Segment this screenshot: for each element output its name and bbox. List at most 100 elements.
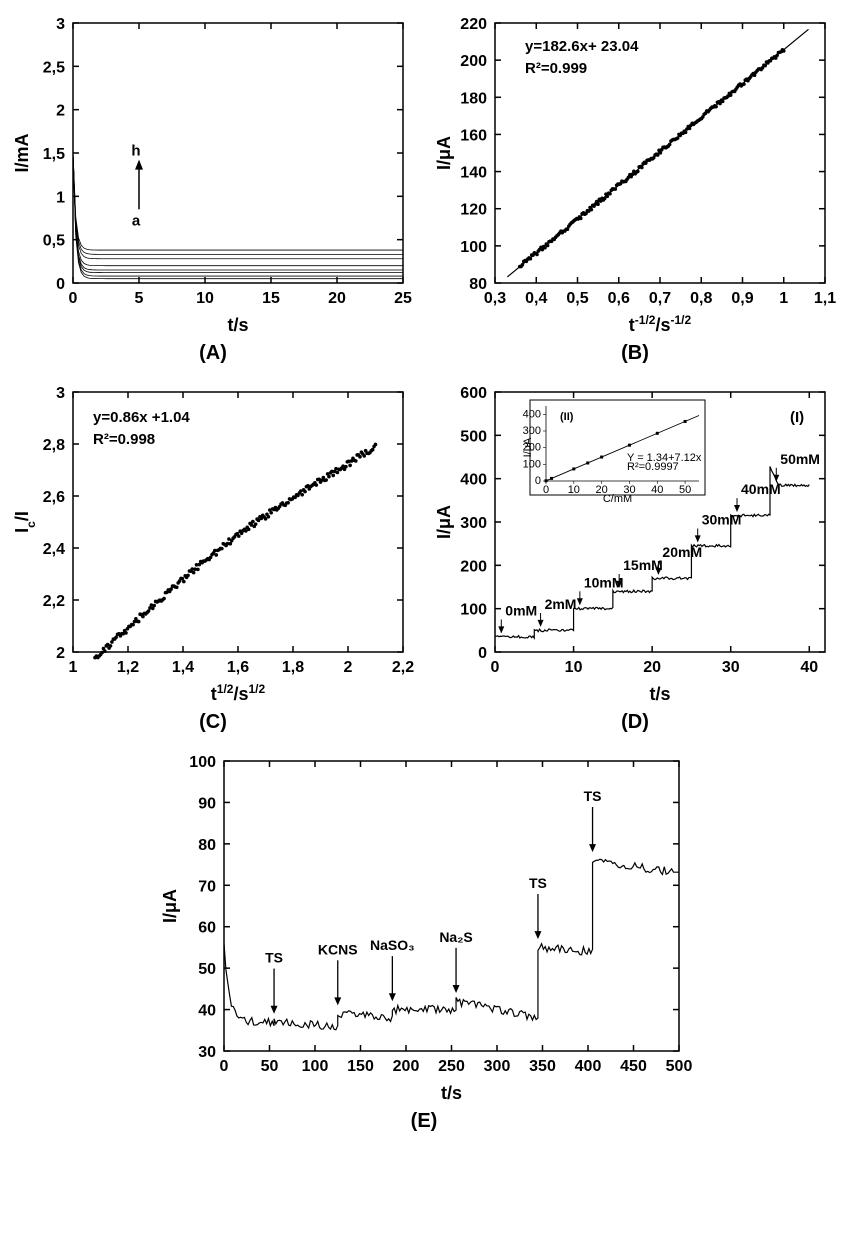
svg-text:2,8: 2,8	[43, 437, 65, 454]
figure-grid: 051015202500,511,522,53t/sI/mAha (A) 0,3…	[0, 0, 846, 1141]
svg-text:2: 2	[56, 103, 65, 120]
svg-text:0: 0	[220, 1058, 229, 1075]
svg-text:I/μA: I/μA	[522, 437, 534, 457]
svg-text:40: 40	[800, 659, 818, 676]
panel-b-label: (B)	[430, 342, 840, 365]
svg-text:5: 5	[135, 290, 144, 307]
svg-text:140: 140	[460, 165, 487, 182]
svg-text:I/μA: I/μA	[434, 505, 454, 539]
svg-text:2,2: 2,2	[392, 659, 414, 676]
svg-text:100: 100	[460, 239, 487, 256]
svg-text:0: 0	[535, 475, 541, 487]
svg-text:(II): (II)	[560, 411, 574, 423]
svg-text:30: 30	[198, 1044, 216, 1061]
svg-text:C/mM: C/mM	[603, 493, 632, 505]
svg-text:2: 2	[56, 645, 65, 662]
svg-text:20: 20	[328, 290, 346, 307]
svg-text:TS: TS	[584, 788, 602, 804]
svg-text:1,8: 1,8	[282, 659, 304, 676]
svg-text:400: 400	[523, 408, 541, 420]
svg-text:0,5: 0,5	[43, 233, 65, 250]
svg-text:R²=0.998: R²=0.998	[93, 431, 155, 448]
panel-d-label: (D)	[430, 711, 840, 734]
svg-text:220: 220	[460, 16, 487, 33]
svg-text:2mM: 2mM	[545, 596, 577, 612]
svg-text:120: 120	[460, 202, 487, 219]
svg-text:0,9: 0,9	[731, 290, 753, 307]
svg-text:I/μA: I/μA	[434, 136, 454, 170]
svg-text:a: a	[132, 212, 141, 229]
svg-text:1,1: 1,1	[814, 290, 836, 307]
svg-text:50mM: 50mM	[780, 451, 820, 467]
svg-text:1,2: 1,2	[117, 659, 139, 676]
svg-text:50: 50	[198, 961, 216, 978]
svg-text:100: 100	[189, 754, 216, 771]
svg-text:100: 100	[523, 458, 541, 470]
svg-text:0,5: 0,5	[566, 290, 588, 307]
svg-text:300: 300	[523, 425, 541, 437]
svg-text:0,4: 0,4	[525, 290, 547, 307]
svg-text:70: 70	[198, 878, 216, 895]
panel-e-label: (E)	[154, 1110, 694, 1133]
svg-text:R²=0.999: R²=0.999	[525, 60, 587, 77]
svg-text:0: 0	[491, 659, 500, 676]
svg-text:80: 80	[469, 276, 487, 293]
svg-text:0,3: 0,3	[484, 290, 506, 307]
svg-text:150: 150	[347, 1058, 374, 1075]
svg-text:Ic/I: Ic/I	[12, 511, 38, 533]
svg-text:50: 50	[261, 1058, 279, 1075]
svg-text:t/s: t/s	[227, 315, 248, 335]
svg-text:TS: TS	[529, 875, 547, 891]
svg-text:(I): (I)	[790, 409, 804, 426]
svg-text:500: 500	[666, 1058, 693, 1075]
svg-text:40: 40	[198, 1003, 216, 1020]
svg-text:200: 200	[393, 1058, 420, 1075]
svg-text:300: 300	[460, 515, 487, 532]
svg-text:20mM: 20mM	[662, 544, 702, 560]
svg-text:25: 25	[394, 290, 412, 307]
panel-c: 11,21,41,61,822,222,22,42,62,83t1/2/s1/2…	[8, 377, 418, 734]
svg-text:0: 0	[56, 276, 65, 293]
svg-text:2,5: 2,5	[43, 59, 65, 76]
svg-text:250: 250	[438, 1058, 465, 1075]
svg-text:1: 1	[56, 189, 65, 206]
svg-text:0mM: 0mM	[505, 603, 537, 619]
svg-text:500: 500	[460, 428, 487, 445]
chart-b-svg: 0,30,40,50,60,70,80,911,1801001201401601…	[430, 8, 840, 338]
svg-text:2,2: 2,2	[43, 593, 65, 610]
svg-text:y=0.86x +1.04: y=0.86x +1.04	[93, 409, 190, 426]
svg-text:1: 1	[779, 290, 788, 307]
panel-d: 0102030400100200300400500600t/sI/μA0mM2m…	[430, 377, 840, 734]
svg-text:0: 0	[543, 484, 549, 496]
svg-text:Na₂S: Na₂S	[439, 929, 472, 945]
svg-text:0,7: 0,7	[649, 290, 671, 307]
svg-text:0,8: 0,8	[690, 290, 712, 307]
svg-text:1,5: 1,5	[43, 146, 65, 163]
chart-d-svg: 0102030400100200300400500600t/sI/μA0mM2m…	[430, 377, 840, 707]
svg-text:t1/2/s1/2: t1/2/s1/2	[211, 682, 266, 704]
svg-text:450: 450	[620, 1058, 647, 1075]
svg-text:0,6: 0,6	[608, 290, 630, 307]
svg-text:300: 300	[484, 1058, 511, 1075]
svg-text:80: 80	[198, 837, 216, 854]
svg-text:100: 100	[460, 602, 487, 619]
panel-a-label: (A)	[8, 342, 418, 365]
panel-c-label: (C)	[8, 711, 418, 734]
svg-text:10: 10	[565, 659, 583, 676]
chart-a-svg: 051015202500,511,522,53t/sI/mAha	[8, 8, 418, 338]
svg-text:10: 10	[568, 484, 580, 496]
svg-text:10: 10	[196, 290, 214, 307]
svg-text:400: 400	[575, 1058, 602, 1075]
svg-text:15: 15	[262, 290, 280, 307]
svg-text:0: 0	[478, 645, 487, 662]
svg-text:2: 2	[344, 659, 353, 676]
chart-e-svg: 0501001502002503003504004505003040506070…	[154, 746, 694, 1106]
svg-text:400: 400	[460, 472, 487, 489]
svg-text:50: 50	[679, 484, 691, 496]
svg-text:30: 30	[722, 659, 740, 676]
svg-text:3: 3	[56, 385, 65, 402]
panel-a: 051015202500,511,522,53t/sI/mAha (A)	[8, 8, 418, 365]
svg-text:R²=0.9997: R²=0.9997	[627, 461, 679, 473]
chart-c-svg: 11,21,41,61,822,222,22,42,62,83t1/2/s1/2…	[8, 377, 418, 707]
svg-text:60: 60	[198, 920, 216, 937]
